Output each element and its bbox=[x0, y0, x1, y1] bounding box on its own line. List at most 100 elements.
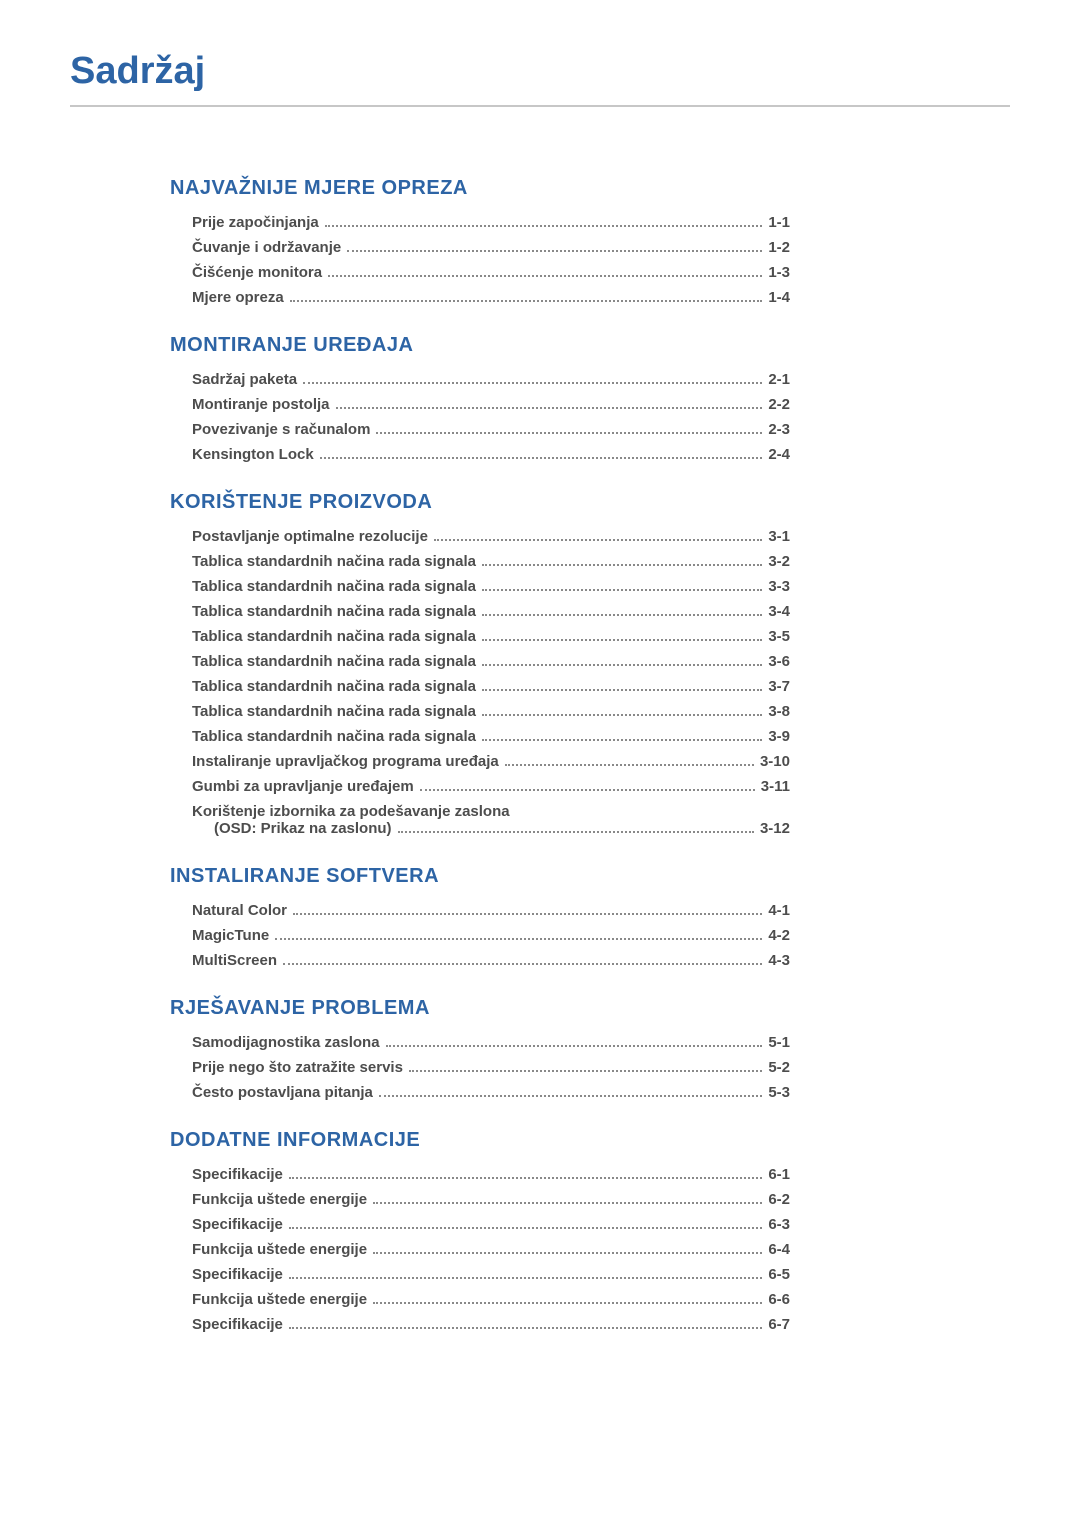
toc-dots bbox=[328, 275, 762, 277]
toc-entry[interactable]: Specifikacije 6-3 bbox=[192, 1216, 790, 1233]
toc-dots bbox=[482, 664, 762, 666]
toc-entry-subline[interactable]: (OSD: Prikaz na zaslonu)3-12 bbox=[192, 820, 790, 837]
toc-entry-page: 1-2 bbox=[768, 239, 790, 256]
toc-dots bbox=[373, 1252, 762, 1254]
toc-dots bbox=[320, 457, 763, 459]
toc-entry[interactable]: Specifikacije6-7 bbox=[192, 1316, 790, 1333]
toc-entry-label: Prije nego što zatražite servis bbox=[192, 1059, 403, 1076]
toc-entry[interactable]: Korištenje izbornika za podešavanje zasl… bbox=[192, 803, 790, 820]
toc-entry[interactable]: Tablica standardnih načina rada signala3… bbox=[192, 578, 790, 595]
toc-entry-label: Specifikacije bbox=[192, 1216, 283, 1233]
toc-entry-label: Specifikacije bbox=[192, 1266, 283, 1283]
toc-entry-page: 6-5 bbox=[768, 1266, 790, 1283]
toc-dots bbox=[289, 1327, 762, 1329]
toc-entry-page: 3-2 bbox=[768, 553, 790, 570]
toc-dots bbox=[289, 1227, 762, 1229]
toc-entry-page: 2-1 bbox=[768, 371, 790, 388]
toc-entry[interactable]: MultiScreen 4-3 bbox=[192, 952, 790, 969]
toc-entry[interactable]: Mjere opreza1-4 bbox=[192, 289, 790, 306]
toc-entry-page: 1-1 bbox=[768, 214, 790, 231]
toc-entry[interactable]: Instaliranje upravljačkog programa uređa… bbox=[192, 753, 790, 770]
toc-entry[interactable]: Tablica standardnih načina rada signala3… bbox=[192, 678, 790, 695]
toc-entry[interactable]: Tablica standardnih načina rada signala3… bbox=[192, 728, 790, 745]
toc-entry-label: Funkcija uštede energije bbox=[192, 1241, 367, 1258]
toc-entry[interactable]: Tablica standardnih načina rada signala3… bbox=[192, 653, 790, 670]
toc-entry-page: 6-3 bbox=[768, 1216, 790, 1233]
toc-entry-label: Montiranje postolja bbox=[192, 396, 330, 413]
toc-entry-label: Gumbi za upravljanje uređajem bbox=[192, 778, 414, 795]
toc-entry-label: Funkcija uštede energije bbox=[192, 1291, 367, 1308]
toc-entry[interactable]: Prije nego što zatražite servis5-2 bbox=[192, 1059, 790, 1076]
toc-dots bbox=[482, 589, 762, 591]
toc-entry[interactable]: Često postavljana pitanja 5-3 bbox=[192, 1084, 790, 1101]
toc-entry[interactable]: MagicTune 4-2 bbox=[192, 927, 790, 944]
toc-entry-page: 4-3 bbox=[768, 952, 790, 969]
toc-entry[interactable]: Funkcija uštede energije6-2 bbox=[192, 1191, 790, 1208]
toc-entry[interactable]: Montiranje postolja2-2 bbox=[192, 396, 790, 413]
toc-entry[interactable]: Specifikacije 6-5 bbox=[192, 1266, 790, 1283]
toc-dots bbox=[325, 225, 763, 227]
toc-items: Samodijagnostika zaslona5-1 Prije nego št… bbox=[192, 1034, 790, 1101]
toc-dots bbox=[289, 1277, 762, 1279]
toc-entry[interactable]: Čuvanje i održavanje1-2 bbox=[192, 239, 790, 256]
toc-dots bbox=[293, 913, 762, 915]
toc-dots bbox=[434, 539, 762, 541]
toc-entry-label: MagicTune bbox=[192, 927, 269, 944]
toc-items: Natural Color4-1 MagicTune 4-2 MultiScreen 4… bbox=[192, 902, 790, 969]
section-heading: KORIŠTENJE PROIZVODA bbox=[170, 491, 790, 514]
toc-entry[interactable]: Postavljanje optimalne rezolucije3-1 bbox=[192, 528, 790, 545]
toc-dots bbox=[482, 614, 762, 616]
toc-entry-label: Često postavljana pitanja bbox=[192, 1084, 373, 1101]
toc-entry[interactable]: Specifikacije 6-1 bbox=[192, 1166, 790, 1183]
page-title: Sadržaj bbox=[70, 50, 1010, 107]
toc-dots bbox=[505, 764, 754, 766]
toc-dots bbox=[283, 963, 762, 965]
toc-entry[interactable]: Tablica standardnih načina rada signala 3… bbox=[192, 703, 790, 720]
toc-entry[interactable]: Kensington Lock2-4 bbox=[192, 446, 790, 463]
toc-entry-page: 4-2 bbox=[768, 927, 790, 944]
toc-entry-label: MultiScreen bbox=[192, 952, 277, 969]
section-heading: NAJVAŽNIJE MJERE OPREZA bbox=[170, 177, 790, 200]
toc-entry[interactable]: Gumbi za upravljanje uređajem3-11 bbox=[192, 778, 790, 795]
toc-entry-label: Tablica standardnih načina rada signala bbox=[192, 703, 476, 720]
toc-items: Postavljanje optimalne rezolucije3-1 Tabl… bbox=[192, 528, 790, 837]
toc-dots bbox=[290, 300, 763, 302]
toc-entry-page: 3-10 bbox=[760, 753, 790, 770]
section-heading: DODATNE INFORMACIJE bbox=[170, 1129, 790, 1152]
toc-entry[interactable]: Tablica standardnih načina rada signala3… bbox=[192, 553, 790, 570]
toc-entry-page: 2-3 bbox=[768, 421, 790, 438]
toc-entry[interactable]: Samodijagnostika zaslona5-1 bbox=[192, 1034, 790, 1051]
toc-entry-label: Tablica standardnih načina rada signala bbox=[192, 578, 476, 595]
toc-entry[interactable]: Prije započinjanja1-1 bbox=[192, 214, 790, 231]
toc-dots bbox=[336, 407, 763, 409]
toc-entry-label: Tablica standardnih načina rada signala bbox=[192, 603, 476, 620]
toc-entry[interactable]: Čišćenje monitora1-3 bbox=[192, 264, 790, 281]
toc-entry-label: Specifikacije bbox=[192, 1316, 283, 1333]
toc-entry[interactable]: Funkcija uštede energije6-4 bbox=[192, 1241, 790, 1258]
toc-dots bbox=[289, 1177, 762, 1179]
toc-entry-label: Mjere opreza bbox=[192, 289, 284, 306]
toc-dots bbox=[373, 1302, 762, 1304]
toc-entry[interactable]: Povezivanje s računalom2-3 bbox=[192, 421, 790, 438]
toc-entry-label: Tablica standardnih načina rada signala bbox=[192, 628, 476, 645]
toc-entry[interactable]: Tablica standardnih načina rada signala3… bbox=[192, 603, 790, 620]
toc-items: Specifikacije 6-1 Funkcija uštede energije… bbox=[192, 1166, 790, 1333]
toc-entry-label: Specifikacije bbox=[192, 1166, 283, 1183]
toc-entry-page: 3-8 bbox=[768, 703, 790, 720]
toc-entry-page: 6-1 bbox=[768, 1166, 790, 1183]
toc-entry-label: Korištenje izbornika za podešavanje zasl… bbox=[192, 803, 510, 820]
toc-entry-label: Instaliranje upravljačkog programa uređa… bbox=[192, 753, 499, 770]
toc-dots bbox=[379, 1095, 762, 1097]
toc-entry[interactable]: Natural Color4-1 bbox=[192, 902, 790, 919]
toc-entry[interactable]: Tablica standardnih načina rada signala3… bbox=[192, 628, 790, 645]
toc-entry-label: Tablica standardnih načina rada signala bbox=[192, 678, 476, 695]
section-heading: INSTALIRANJE SOFTVERA bbox=[170, 865, 790, 888]
toc-entry[interactable]: Sadržaj paketa2-1 bbox=[192, 371, 790, 388]
toc-entry[interactable]: Funkcija uštede energije6-6 bbox=[192, 1291, 790, 1308]
toc-dots bbox=[482, 714, 762, 716]
toc-dots bbox=[482, 689, 762, 691]
toc-dots bbox=[409, 1070, 762, 1072]
toc-entry-page: 3-6 bbox=[768, 653, 790, 670]
toc-entry-page: 3-1 bbox=[768, 528, 790, 545]
toc-entry-page: 5-3 bbox=[768, 1084, 790, 1101]
